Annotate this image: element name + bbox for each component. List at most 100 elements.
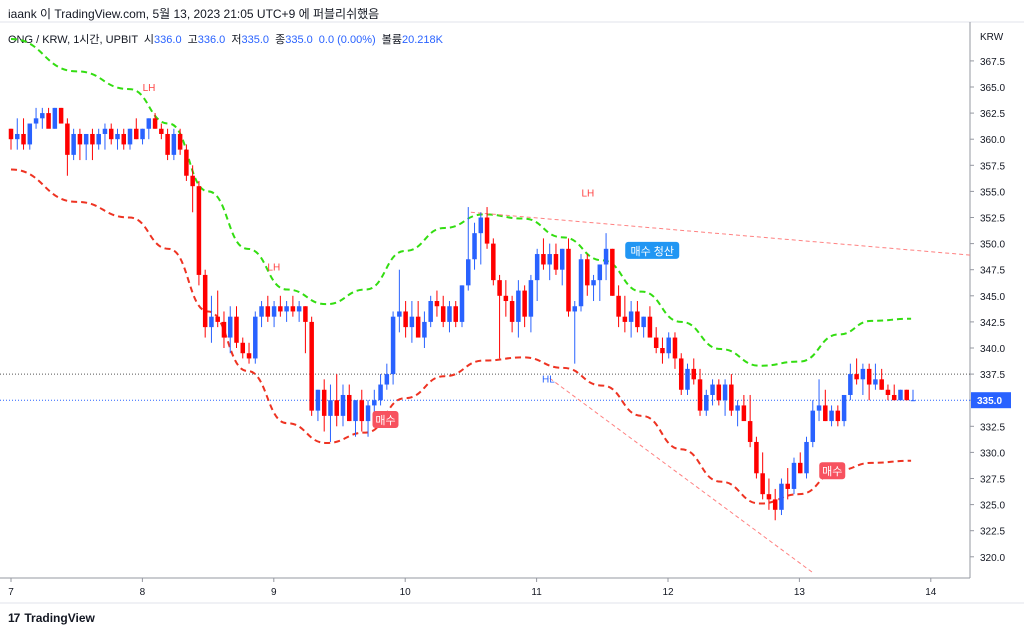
x-tick-label: 12 bbox=[662, 587, 674, 598]
y-tick-label: 367.5 bbox=[980, 57, 1005, 68]
y-tick-label: 330.0 bbox=[980, 448, 1005, 459]
upper-band-line bbox=[10, 37, 912, 367]
trendline bbox=[470, 211, 971, 256]
signal-badge[interactable] bbox=[625, 241, 680, 259]
x-tick-label: 10 bbox=[400, 587, 412, 598]
candle-body bbox=[735, 405, 740, 411]
candle-body bbox=[597, 264, 603, 281]
x-tick-label: 14 bbox=[925, 587, 937, 598]
candle-body bbox=[221, 321, 227, 338]
candle-body bbox=[434, 301, 440, 307]
y-tick-label: 320.0 bbox=[980, 553, 1005, 564]
signal-badge[interactable] bbox=[819, 462, 846, 480]
candle-body bbox=[334, 400, 339, 416]
candle-body bbox=[848, 374, 853, 395]
candle-body bbox=[340, 394, 346, 416]
tradingview-brand: TradingView bbox=[24, 611, 95, 625]
low-label: 저 bbox=[231, 34, 242, 46]
candle-body bbox=[397, 311, 402, 317]
candle-body bbox=[879, 379, 884, 390]
candle-body bbox=[115, 133, 120, 140]
candle-body bbox=[108, 128, 114, 140]
candle-body bbox=[797, 462, 803, 474]
candle-body bbox=[21, 133, 26, 145]
y-tick-label: 327.5 bbox=[980, 475, 1005, 486]
high-label: 고 bbox=[187, 34, 198, 46]
candle-body bbox=[40, 113, 45, 119]
candle-body bbox=[860, 368, 866, 380]
x-tick-label: 11 bbox=[531, 587, 542, 598]
candle-body bbox=[58, 107, 64, 124]
candle-body bbox=[891, 394, 897, 401]
candle-body bbox=[102, 128, 108, 134]
candle-body bbox=[885, 389, 891, 395]
y-tick-label: 362.5 bbox=[980, 109, 1005, 120]
last-price-tag[interactable] bbox=[971, 392, 1011, 409]
candle-body bbox=[772, 499, 778, 510]
candle-body bbox=[234, 316, 239, 343]
candle-body bbox=[33, 118, 39, 124]
candle-body bbox=[779, 483, 784, 510]
candle-body bbox=[697, 379, 703, 411]
candle-body bbox=[215, 316, 220, 322]
candle-body bbox=[572, 306, 578, 312]
publish-caption: iaank 이 TradingView.com, 5월 13, 2023 21:… bbox=[8, 7, 380, 21]
candle-body bbox=[729, 384, 734, 411]
tradingview-footer[interactable]: 17 TradingView bbox=[8, 611, 95, 625]
candle-body bbox=[660, 348, 665, 354]
candle-body bbox=[522, 290, 527, 317]
candle-body bbox=[541, 254, 546, 265]
candle-body bbox=[52, 107, 58, 129]
candle-body bbox=[309, 321, 314, 411]
candle-body bbox=[710, 384, 715, 395]
symbol-name[interactable]: ONG / KRW, 1시간, UPBIT bbox=[8, 34, 138, 46]
candle-body bbox=[278, 306, 283, 312]
candle-body bbox=[622, 316, 628, 322]
x-tick-label: 8 bbox=[140, 587, 146, 598]
candle-body bbox=[641, 316, 646, 328]
candle-body bbox=[873, 379, 878, 385]
tradingview-logo-icon: 17 bbox=[8, 611, 20, 625]
candle-body bbox=[240, 342, 246, 354]
candle-body bbox=[672, 337, 678, 359]
candle-body bbox=[628, 311, 634, 322]
candle-body bbox=[246, 353, 252, 359]
y-tick-label: 325.0 bbox=[980, 501, 1005, 512]
candle-body bbox=[810, 410, 816, 442]
candle-body bbox=[303, 306, 308, 322]
candle-body bbox=[409, 316, 415, 328]
pattern-label: LH bbox=[581, 189, 594, 200]
candle-body bbox=[372, 400, 377, 406]
candle-body bbox=[428, 301, 433, 322]
candle-body bbox=[190, 175, 195, 187]
y-tick-label: 352.5 bbox=[980, 214, 1005, 225]
candle-body bbox=[491, 243, 496, 281]
candle-body bbox=[152, 118, 158, 129]
candle-body bbox=[196, 186, 202, 275]
candle-body bbox=[90, 133, 95, 145]
low-value: 335.0 bbox=[241, 34, 270, 46]
y-tick-label: 332.5 bbox=[980, 422, 1005, 433]
candle-body bbox=[835, 410, 841, 422]
candle-body bbox=[866, 368, 872, 385]
candle-body bbox=[829, 410, 834, 422]
change-value: 0.0 (0.00%) bbox=[318, 34, 376, 46]
candle-body bbox=[823, 405, 828, 422]
candle-body bbox=[816, 405, 822, 411]
y-tick-label: 350.0 bbox=[980, 240, 1005, 251]
candle-body bbox=[528, 280, 534, 317]
candle-body bbox=[415, 316, 421, 338]
candle-body bbox=[854, 374, 859, 380]
candle-body bbox=[440, 306, 446, 322]
symbol-legend: ONG / KRW, 1시간, UPBIT 시336.0 고336.0 저335… bbox=[8, 31, 443, 47]
signal-badge[interactable] bbox=[372, 411, 399, 429]
candle-body bbox=[610, 248, 615, 296]
candle-body bbox=[741, 405, 747, 422]
last-price-label: 335.0 bbox=[977, 396, 1002, 407]
volume-label: 볼륨 bbox=[381, 34, 402, 46]
candle-body bbox=[559, 248, 565, 270]
candle-body bbox=[910, 400, 916, 402]
x-tick-label: 9 bbox=[271, 587, 277, 598]
candle-body bbox=[466, 259, 471, 286]
